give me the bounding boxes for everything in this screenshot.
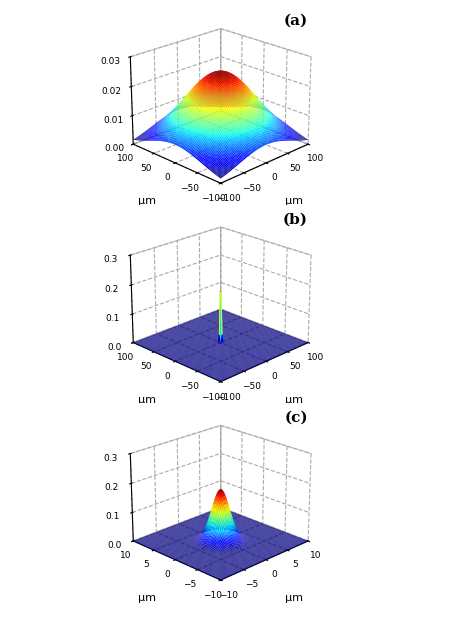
- Y-axis label: μm: μm: [138, 197, 156, 206]
- Y-axis label: μm: μm: [138, 395, 156, 405]
- Text: (a): (a): [283, 14, 308, 28]
- Text: (b): (b): [283, 213, 308, 226]
- Y-axis label: μm: μm: [138, 593, 156, 603]
- Text: (c): (c): [284, 411, 308, 425]
- X-axis label: μm: μm: [285, 593, 303, 603]
- X-axis label: μm: μm: [285, 395, 303, 405]
- X-axis label: μm: μm: [285, 197, 303, 206]
